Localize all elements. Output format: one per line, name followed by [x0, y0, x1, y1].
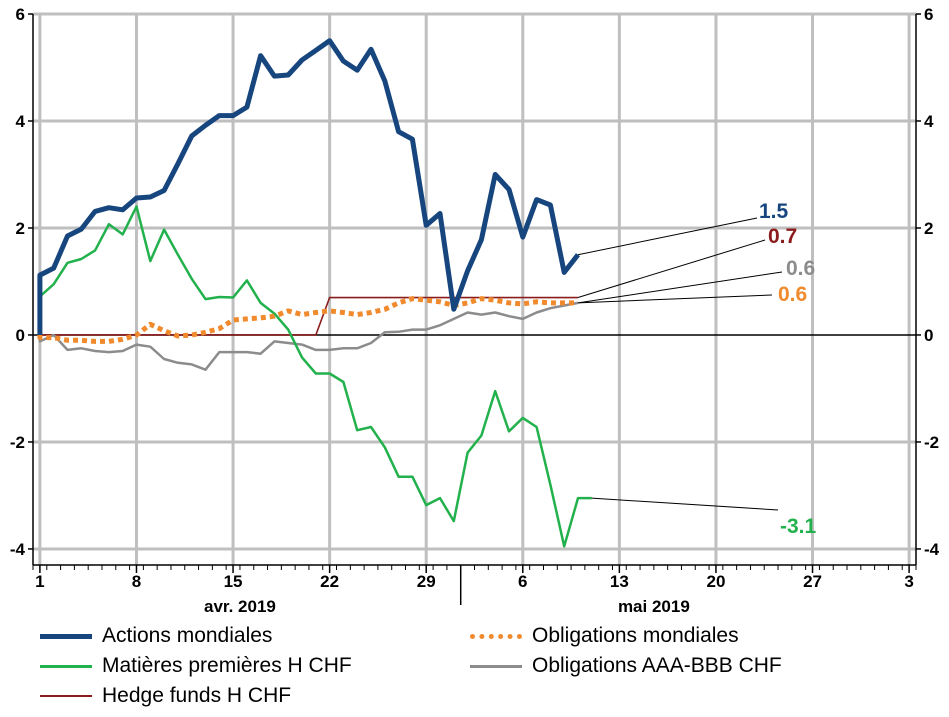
y-tick-label-left: -4 — [10, 540, 26, 559]
legend-label-obligations-mondiales: Obligations mondiales — [532, 624, 739, 647]
series-line-mati-res-premi-res-h-chf — [38, 205, 592, 548]
end-label-leader — [577, 294, 773, 304]
x-tick-label: 6 — [518, 572, 527, 591]
legend-label-obligations-aaa-bbb: Obligations AAA-BBB CHF — [532, 654, 782, 677]
x-tick-label: 27 — [803, 572, 822, 591]
y-tick-label-left: 2 — [16, 219, 25, 238]
end-label-leader — [591, 497, 779, 511]
month-label: mai 2019 — [618, 597, 690, 616]
end-label: -3.1 — [780, 515, 817, 538]
x-tick-label: 22 — [320, 572, 339, 591]
y-tick-label-right: 6 — [924, 5, 933, 24]
y-tick-label-left: 4 — [16, 112, 26, 131]
end-label: 0.7 — [768, 225, 797, 248]
y-tick-label-right: -2 — [924, 433, 939, 452]
x-tick-label: 8 — [132, 572, 141, 591]
y-tick-label-left: 6 — [16, 5, 25, 24]
month-label: avr. 2019 — [204, 597, 276, 616]
legend-swatch-actions-mondiales — [40, 633, 92, 639]
y-tick-label-right: 4 — [924, 112, 934, 131]
legend-item-actions-mondiales: Actions mondiales — [40, 622, 272, 650]
x-tick-label: 29 — [417, 572, 436, 591]
y-tick-label-right: -4 — [924, 540, 940, 559]
series-line-actions-mondiales — [37, 38, 580, 335]
x-tick-label: 13 — [610, 572, 629, 591]
series-line-obligations-mondiales — [37, 296, 578, 344]
x-tick-label: 1 — [35, 572, 44, 591]
legend-label-hedge-funds: Hedge funds H CHF — [102, 684, 292, 707]
legend-swatch-matieres-premieres — [40, 664, 92, 668]
legend-swatch-hedge-funds — [40, 695, 92, 697]
legend-item-hedge-funds: Hedge funds H CHF — [40, 682, 291, 710]
legend-item-obligations-mondiales: Obligations mondiales — [470, 622, 739, 650]
y-tick-label-right: 0 — [924, 326, 933, 345]
legend-swatch-obligations-aaa-bbb — [470, 664, 522, 668]
legend-label-actions-mondiales: Actions mondiales — [102, 624, 273, 647]
end-label-leader — [577, 239, 766, 299]
end-label-leader — [577, 271, 783, 304]
end-label: 0.6 — [778, 283, 807, 306]
legend-item-matieres-premieres: Matières premières H CHF — [40, 652, 352, 680]
end-label: 0.6 — [786, 257, 815, 280]
legend-swatch-obligations-mondiales — [470, 633, 522, 639]
series-line-obligations-aaa-bbb-chf — [38, 301, 579, 371]
plot-area — [33, 14, 916, 565]
legend: Actions mondiales Obligations mondiales … — [0, 622, 949, 717]
y-tick-label-right: 2 — [924, 219, 933, 238]
legend-item-obligations-aaa-bbb: Obligations AAA-BBB CHF — [470, 652, 782, 680]
x-tick-label: 3 — [904, 572, 913, 591]
x-tick-label: 20 — [706, 572, 725, 591]
y-tick-label-left: 0 — [16, 326, 25, 345]
end-label: 1.5 — [759, 200, 789, 223]
legend-label-matieres-premieres: Matières premières H CHF — [102, 654, 352, 677]
end-label-leader — [577, 217, 758, 256]
x-tick-label: 15 — [224, 572, 243, 591]
y-tick-label-left: -2 — [10, 433, 25, 452]
